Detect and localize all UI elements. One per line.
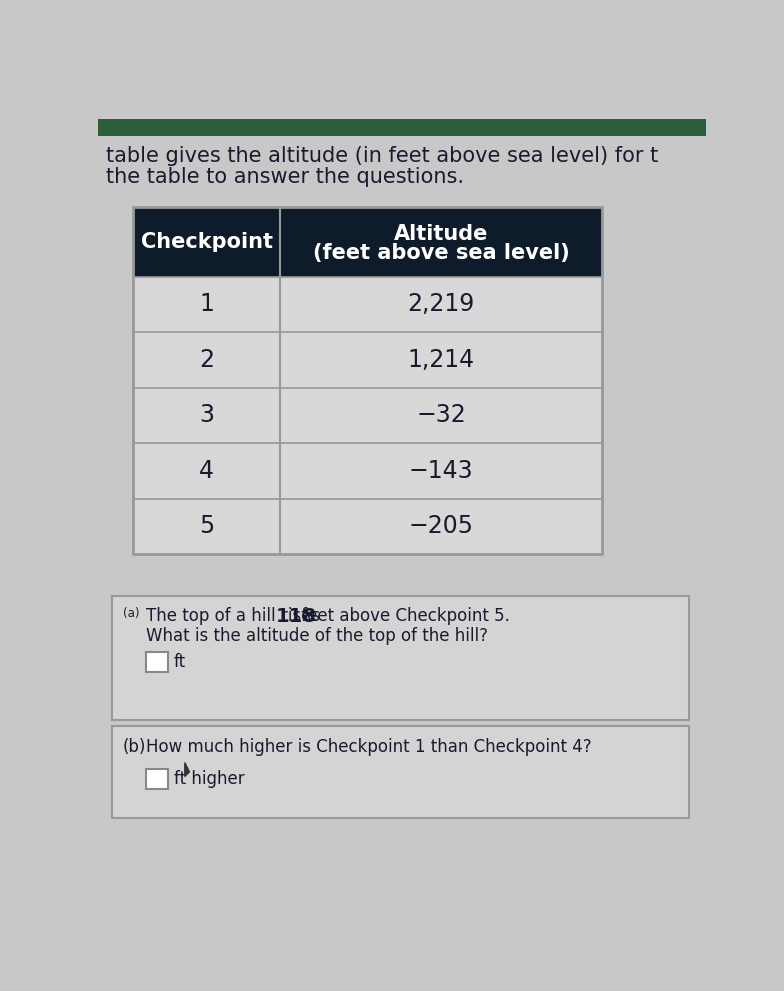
Polygon shape — [185, 763, 190, 777]
Text: 1: 1 — [199, 292, 214, 316]
Bar — [132, 207, 602, 276]
Text: How much higher is Checkpoint 1 than Checkpoint 4?: How much higher is Checkpoint 1 than Che… — [146, 738, 592, 756]
Text: (b): (b) — [123, 738, 146, 756]
Text: −143: −143 — [408, 459, 474, 483]
Text: −32: −32 — [416, 403, 466, 427]
Text: 2: 2 — [199, 348, 214, 372]
Text: feet above Checkpoint 5.: feet above Checkpoint 5. — [296, 607, 510, 625]
Bar — [132, 387, 602, 443]
Text: 5: 5 — [199, 514, 214, 538]
Bar — [132, 207, 602, 554]
Bar — [132, 332, 602, 387]
Text: Altitude: Altitude — [394, 224, 488, 245]
Text: 1,214: 1,214 — [408, 348, 474, 372]
Text: the table to answer the questions.: the table to answer the questions. — [106, 166, 464, 186]
Text: ft higher: ft higher — [174, 770, 245, 788]
Text: Checkpoint: Checkpoint — [140, 232, 273, 252]
Bar — [132, 207, 602, 554]
Bar — [98, 119, 706, 136]
Bar — [112, 597, 688, 719]
Text: The top of a hill rises: The top of a hill rises — [146, 607, 325, 625]
Bar — [146, 769, 168, 789]
Bar — [112, 725, 688, 819]
Text: ft: ft — [174, 653, 186, 671]
Text: 2,219: 2,219 — [408, 292, 474, 316]
Text: 4: 4 — [199, 459, 214, 483]
Text: 3: 3 — [199, 403, 214, 427]
Text: (a): (a) — [123, 607, 140, 620]
Bar — [132, 498, 602, 554]
Bar — [146, 652, 168, 672]
Bar — [132, 276, 602, 332]
Text: −205: −205 — [408, 514, 474, 538]
Text: 118: 118 — [275, 607, 317, 626]
Bar — [132, 443, 602, 498]
Text: (feet above sea level): (feet above sea level) — [313, 243, 569, 263]
Text: What is the altitude of the top of the hill?: What is the altitude of the top of the h… — [146, 627, 488, 645]
Text: table gives the altitude (in feet above sea level) for t: table gives the altitude (in feet above … — [106, 146, 658, 165]
